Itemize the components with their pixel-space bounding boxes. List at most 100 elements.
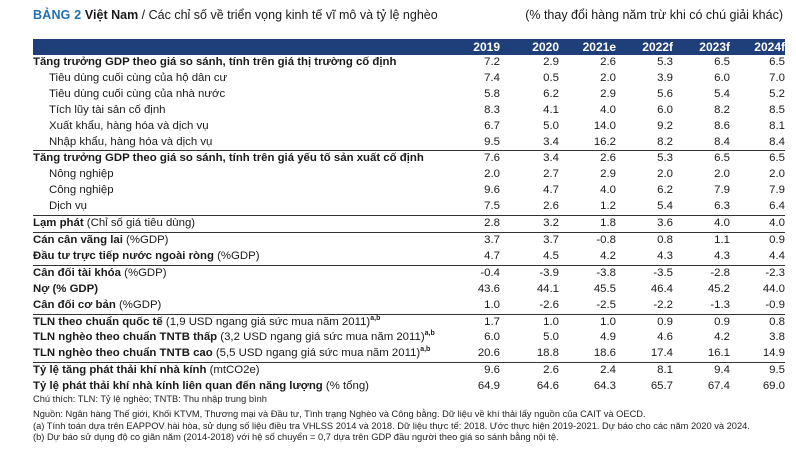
row-label: Xuất khẩu, hàng hóa và dịch vụ bbox=[33, 119, 438, 135]
value-cell: -3.5 bbox=[616, 264, 673, 282]
value-cell: 4.0 bbox=[730, 215, 785, 233]
row-label-detail: (Chỉ số giá tiêu dùng) bbox=[83, 217, 196, 230]
value-cell: 5.0 bbox=[543, 119, 559, 132]
value-cell: 4.2 bbox=[600, 249, 616, 262]
table-row: Cân đối tài khóa (%GDP) -0.4 -3.9 -3.8 -3.5-… bbox=[33, 264, 785, 282]
country-name: Việt Nam bbox=[84, 8, 139, 22]
value-cell: 2.6 bbox=[559, 150, 616, 168]
row-label-detail: (1,9 USD ngang giá sức mua năm 2011) bbox=[162, 315, 371, 328]
value-cell: 2.6 bbox=[543, 200, 559, 213]
table-row: TLN theo chuẩn quốc tế (1,9 USD ngang gi… bbox=[33, 313, 785, 331]
value-cell: 45.2 bbox=[707, 282, 730, 295]
table-row: Tiêu dùng cuối cùng của hộ dân cư 7.4 0.5 2… bbox=[33, 71, 785, 87]
row-label-text: Tiêu dùng cuối cùng của nhà nước bbox=[49, 87, 226, 100]
value-cell: 6.0 bbox=[714, 71, 730, 84]
value-cell: 2.4 bbox=[559, 362, 616, 380]
value-cell: 9.2 bbox=[657, 119, 673, 132]
value-cell: 2.9 bbox=[600, 168, 616, 181]
table-row: Nhập khẩu, hàng hóa và dịch vụ 9.5 3.4 16.2… bbox=[33, 135, 785, 151]
row-label-text: Nhập khẩu, hàng hóa và dịch vụ bbox=[49, 135, 213, 148]
value-cell: -0.4 bbox=[438, 264, 500, 282]
value-cell: 4.0 bbox=[600, 103, 616, 116]
row-label: Lạm phát (Chỉ số giá tiêu dùng) bbox=[33, 215, 438, 233]
value-cell: 7.0 bbox=[769, 71, 785, 84]
value-cell: 14.9 bbox=[762, 347, 785, 360]
value-cell: -2.3 bbox=[730, 264, 785, 282]
row-label: Nhập khẩu, hàng hóa và dịch vụ bbox=[33, 135, 438, 151]
value-cell: 4.0 bbox=[673, 215, 730, 233]
value-cell: 4.1 bbox=[543, 103, 559, 116]
value-cell: 3.2 bbox=[500, 215, 559, 233]
row-label: Đầu tư trực tiếp nước ngoài ròng (%GDP) bbox=[33, 249, 438, 265]
value-cell: 2.9 bbox=[600, 87, 616, 100]
row-label: Dịch vụ bbox=[33, 199, 438, 215]
value-cell: 7.9 bbox=[769, 184, 785, 197]
value-cell: -2.8 bbox=[673, 264, 730, 282]
footnote-marker: a,b bbox=[370, 314, 381, 322]
table-row: Tỷ lệ tăng phát thải khí nhà kính (mtCO2… bbox=[33, 362, 785, 380]
value-cell: 5.4 bbox=[714, 87, 730, 100]
row-label: Tiêu dùng cuối cùng của hộ dân cư bbox=[33, 71, 438, 87]
value-cell: -3.8 bbox=[559, 264, 616, 282]
value-cell: 4.2 bbox=[714, 331, 730, 344]
row-label: TLN theo chuẩn quốc tế (1,9 USD ngang gi… bbox=[33, 313, 438, 331]
value-cell: 6.2 bbox=[657, 184, 673, 197]
value-cell: 5.3 bbox=[616, 150, 673, 168]
value-cell: 18.6 bbox=[593, 347, 616, 360]
value-cell: 4.4 bbox=[769, 249, 785, 262]
value-cell: 7.5 bbox=[484, 200, 500, 213]
value-cell: 2.7 bbox=[543, 168, 559, 181]
value-cell: 8.6 bbox=[714, 119, 730, 132]
value-cell: 8.2 bbox=[657, 135, 673, 148]
value-cell: 16.2 bbox=[593, 135, 616, 148]
value-cell: 3.7 bbox=[438, 231, 500, 249]
value-cell: 0.5 bbox=[543, 71, 559, 84]
value-cell: 44.0 bbox=[762, 282, 785, 295]
value-cell: 8.2 bbox=[714, 103, 730, 116]
value-cell: 5.2 bbox=[769, 87, 785, 100]
value-cell: 4.7 bbox=[484, 249, 500, 262]
column-header: 2023f bbox=[699, 40, 730, 54]
value-cell: 4.6 bbox=[657, 331, 673, 344]
value-cell: 1.0 bbox=[500, 313, 559, 331]
table-row: Dịch vụ 7.5 2.6 1.2 5.4 6.3 6.4 bbox=[33, 199, 785, 215]
row-label-detail: (3,2 USD ngang giá sức mua năm 2011) bbox=[217, 331, 425, 344]
value-cell: 2.6 bbox=[600, 56, 616, 68]
table-row: Tích lũy tài sản cố định 8.3 4.1 4.0 6.0 8.2 8… bbox=[33, 103, 785, 119]
table-row: TLN nghèo theo chuẩn TNTB thấp (3,2 USD … bbox=[33, 330, 785, 346]
value-cell: 9.4 bbox=[673, 362, 730, 380]
row-label-text: Xuất khẩu, hàng hóa và dịch vụ bbox=[49, 119, 209, 132]
value-cell: 6.3 bbox=[714, 200, 730, 213]
value-cell: 16.1 bbox=[707, 347, 730, 360]
row-label-bold: Lạm phát bbox=[33, 217, 84, 230]
row-label-text: Tích lũy tài sản cố định bbox=[49, 103, 166, 116]
value-cell: 45.5 bbox=[593, 282, 616, 295]
row-label: Tăng trưởng GDP theo giá so sánh, tính t… bbox=[33, 150, 438, 168]
value-cell: 6.2 bbox=[543, 87, 559, 100]
value-cell: -0.9 bbox=[765, 298, 785, 311]
value-cell: 3.6 bbox=[616, 215, 673, 233]
value-cell: 0.9 bbox=[673, 313, 730, 331]
value-cell: 64.9 bbox=[477, 380, 500, 393]
value-cell: 3.4 bbox=[500, 150, 559, 168]
row-label: Nông nghiệp bbox=[33, 167, 438, 183]
row-label-bold: TLN theo chuẩn quốc tế bbox=[33, 315, 163, 328]
table-row: Công nghiệp 9.6 4.7 4.0 6.2 7.9 7.9 bbox=[33, 183, 785, 199]
value-cell: 14.0 bbox=[593, 119, 616, 132]
row-label-text: Công nghiệp bbox=[49, 184, 114, 197]
value-cell: 7.6 bbox=[438, 150, 500, 168]
value-cell: 9.5 bbox=[730, 362, 785, 380]
row-label-detail: (mtCO2e) bbox=[206, 364, 260, 377]
value-cell: -0.8 bbox=[559, 231, 616, 249]
row-label: Công nghiệp bbox=[33, 183, 438, 199]
table-row: Nợ (% GDP) 43.6 44.1 45.5 46.4 45.2 44.0 bbox=[33, 282, 785, 298]
value-cell: 7.9 bbox=[714, 184, 730, 197]
column-header-bar: 2019 2020 2021e 2022f 2023f 2024f bbox=[33, 39, 785, 55]
row-label: Tiêu dùng cuối cùng của nhà nước bbox=[33, 87, 438, 103]
value-cell: 7.4 bbox=[484, 71, 500, 84]
row-label-bold: Nợ (% GDP) bbox=[33, 282, 99, 295]
value-cell: 2.8 bbox=[438, 215, 500, 233]
value-cell: 4.7 bbox=[543, 184, 559, 197]
value-cell: 5.3 bbox=[657, 56, 673, 68]
row-label: Tăng trưởng GDP theo giá so sánh, tính t… bbox=[33, 55, 438, 71]
